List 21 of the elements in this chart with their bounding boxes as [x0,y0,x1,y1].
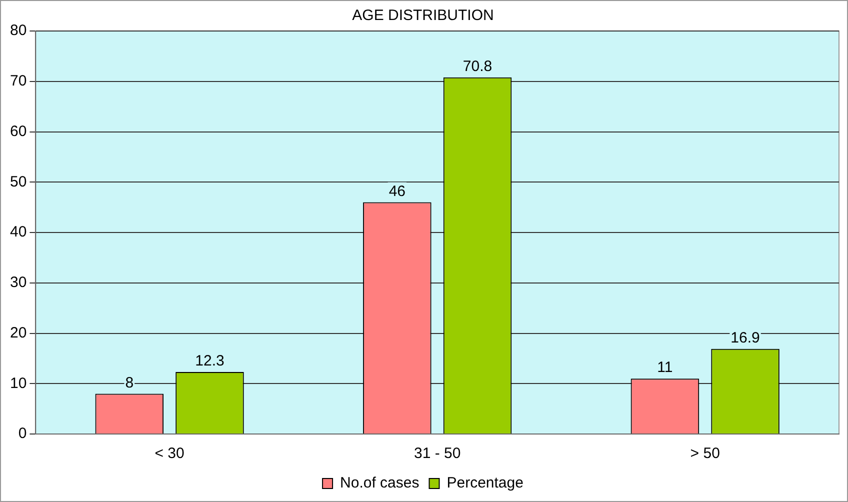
y-tick-label: 0 [18,425,27,442]
y-tick-label: 10 [10,374,27,392]
y-tick-label: 40 [10,224,27,241]
data-label: 46 [388,182,406,200]
chart-title: AGE DISTRIBUTION [352,7,494,24]
data-label: 11 [657,359,673,376]
legend-label: No.of cases [340,474,420,492]
y-tick-label: 30 [10,274,27,292]
y-tick-label: 60 [10,122,27,140]
data-label: 16.9 [730,330,760,347]
y-tick-label: 70 [10,72,27,90]
data-label: 12.3 [195,352,224,370]
legend-label: Percentage [446,474,524,492]
x-tick-label: < 30 [154,445,184,462]
y-tick-label: 20 [10,324,27,342]
data-label: 70.8 [462,58,492,75]
x-tick-label: > 50 [690,445,720,462]
y-tick-label: 80 [10,22,27,40]
data-label: 8 [125,374,134,392]
x-tick-label: 31 - 50 [414,445,461,462]
y-tick-label: 50 [10,173,27,190]
